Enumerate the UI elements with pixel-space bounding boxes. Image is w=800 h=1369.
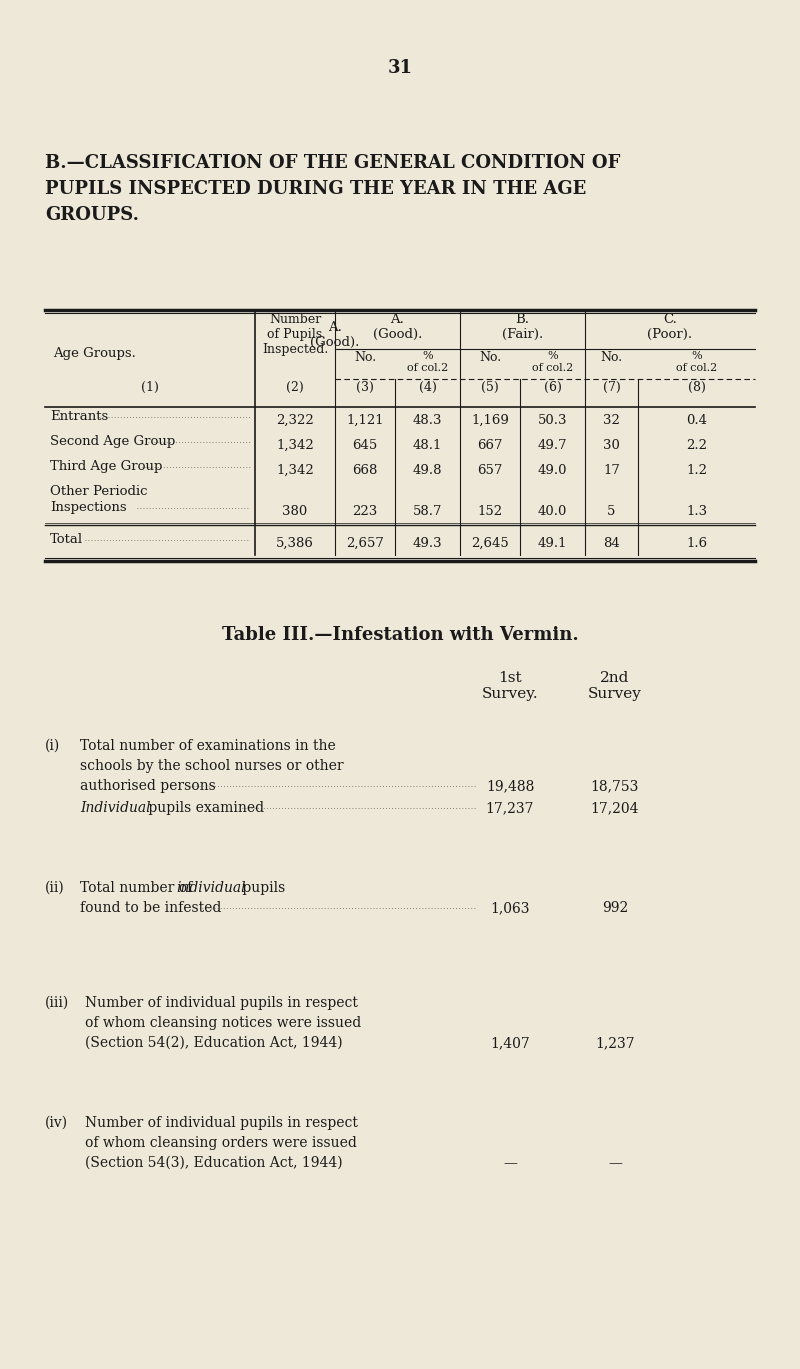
Text: 49.3: 49.3 [413, 537, 442, 550]
Text: (iii): (iii) [45, 997, 70, 1010]
Text: schools by the school nurses or other: schools by the school nurses or other [80, 758, 344, 773]
Text: No.: No. [354, 350, 376, 364]
Text: 1,342: 1,342 [276, 464, 314, 476]
Text: 31: 31 [387, 59, 413, 77]
Text: Total: Total [50, 533, 83, 546]
Text: No.: No. [479, 350, 501, 364]
Text: Other Periodic: Other Periodic [50, 485, 147, 498]
Text: 0.4: 0.4 [686, 413, 707, 427]
Text: 2,657: 2,657 [346, 537, 384, 550]
Text: 2,645: 2,645 [471, 537, 509, 550]
Text: 48.3: 48.3 [413, 413, 442, 427]
Text: 5,386: 5,386 [276, 537, 314, 550]
Text: —: — [503, 1155, 517, 1170]
Text: 58.7: 58.7 [413, 505, 442, 517]
Text: 1,342: 1,342 [276, 439, 314, 452]
Text: (3): (3) [356, 381, 374, 394]
Text: Total number of examinations in the: Total number of examinations in the [80, 739, 336, 753]
Text: Total number of: Total number of [80, 882, 197, 895]
Text: —: — [608, 1155, 622, 1170]
Text: 49.0: 49.0 [538, 464, 567, 476]
Text: 17,237: 17,237 [486, 801, 534, 815]
Text: individual: individual [176, 882, 246, 895]
Text: Age Groups.: Age Groups. [53, 346, 136, 360]
Text: (ii): (ii) [45, 882, 65, 895]
Text: (5): (5) [481, 381, 499, 394]
Text: of whom cleansing notices were issued: of whom cleansing notices were issued [85, 1016, 362, 1029]
Text: 40.0: 40.0 [538, 505, 567, 517]
Text: 17,204: 17,204 [590, 801, 639, 815]
Text: 1.2: 1.2 [686, 464, 707, 476]
Text: 1.3: 1.3 [686, 505, 707, 517]
Text: 223: 223 [352, 505, 378, 517]
Text: 49.1: 49.1 [538, 537, 567, 550]
Text: 84: 84 [603, 537, 620, 550]
Text: Individual: Individual [80, 801, 150, 815]
Text: (2): (2) [286, 381, 304, 394]
Text: (Section 54(3), Education Act, 1944): (Section 54(3), Education Act, 1944) [85, 1155, 342, 1170]
Text: 1,063: 1,063 [490, 901, 530, 914]
Text: 152: 152 [478, 505, 502, 517]
Text: 657: 657 [478, 464, 502, 476]
Text: authorised persons: authorised persons [80, 779, 216, 793]
Text: GROUPS.: GROUPS. [45, 205, 139, 225]
Text: 1st
Survey.: 1st Survey. [482, 671, 538, 701]
Text: 49.7: 49.7 [538, 439, 567, 452]
Text: PUPILS INSPECTED DURING THE YEAR IN THE AGE: PUPILS INSPECTED DURING THE YEAR IN THE … [45, 179, 586, 199]
Text: 380: 380 [282, 505, 308, 517]
Text: 1,407: 1,407 [490, 1036, 530, 1050]
Text: C.
(Poor).: C. (Poor). [647, 314, 693, 341]
Text: A.
(Good).: A. (Good). [373, 314, 422, 341]
Text: B.—CLASSIFICATION OF THE GENERAL CONDITION OF: B.—CLASSIFICATION OF THE GENERAL CONDITI… [45, 153, 620, 172]
Text: 18,753: 18,753 [591, 779, 639, 793]
Text: No.: No. [601, 350, 622, 364]
Text: (7): (7) [602, 381, 620, 394]
Text: %
of col.2: % of col.2 [407, 350, 448, 372]
Text: pupils examined: pupils examined [144, 801, 264, 815]
Text: 2nd
Survey: 2nd Survey [588, 671, 642, 701]
Text: 5: 5 [607, 505, 616, 517]
Text: B.
(Fair).: B. (Fair). [502, 314, 543, 341]
Text: (iv): (iv) [45, 1116, 68, 1129]
Text: 668: 668 [352, 464, 378, 476]
Text: Table III.—Infestation with Vermin.: Table III.—Infestation with Vermin. [222, 626, 578, 643]
Text: (6): (6) [543, 381, 562, 394]
Text: (4): (4) [418, 381, 437, 394]
Text: Number
of Pupils
Inspected.: Number of Pupils Inspected. [262, 314, 328, 356]
Text: 1,121: 1,121 [346, 413, 384, 427]
Text: (1): (1) [141, 381, 159, 394]
Text: 49.8: 49.8 [413, 464, 442, 476]
Text: 2.2: 2.2 [686, 439, 707, 452]
Text: Number of individual pupils in respect: Number of individual pupils in respect [85, 997, 358, 1010]
Text: pupils: pupils [238, 882, 286, 895]
Text: 19,488: 19,488 [486, 779, 534, 793]
Text: 17: 17 [603, 464, 620, 476]
Text: Entrants: Entrants [50, 409, 108, 423]
Text: 1,237: 1,237 [595, 1036, 635, 1050]
Text: 32: 32 [603, 413, 620, 427]
Text: 50.3: 50.3 [538, 413, 567, 427]
Text: Second Age Group: Second Age Group [50, 435, 175, 448]
Text: Inspections: Inspections [50, 501, 126, 513]
Text: 645: 645 [352, 439, 378, 452]
Text: Third Age Group: Third Age Group [50, 460, 162, 474]
Text: (Section 54(2), Education Act, 1944): (Section 54(2), Education Act, 1944) [85, 1036, 342, 1050]
Text: 667: 667 [478, 439, 502, 452]
Text: (8): (8) [687, 381, 706, 394]
Text: 1,169: 1,169 [471, 413, 509, 427]
Text: Number of individual pupils in respect: Number of individual pupils in respect [85, 1116, 358, 1129]
Text: %
of col.2: % of col.2 [676, 350, 717, 372]
Text: of whom cleansing orders were issued: of whom cleansing orders were issued [85, 1136, 357, 1150]
Text: (i): (i) [45, 739, 60, 753]
Text: 2,322: 2,322 [276, 413, 314, 427]
Text: 48.1: 48.1 [413, 439, 442, 452]
Text: A.
(Good).: A. (Good). [310, 320, 360, 349]
Text: %
of col.2: % of col.2 [532, 350, 573, 372]
Text: 1.6: 1.6 [686, 537, 707, 550]
Text: 992: 992 [602, 901, 628, 914]
Text: 30: 30 [603, 439, 620, 452]
Text: found to be infested: found to be infested [80, 901, 222, 914]
